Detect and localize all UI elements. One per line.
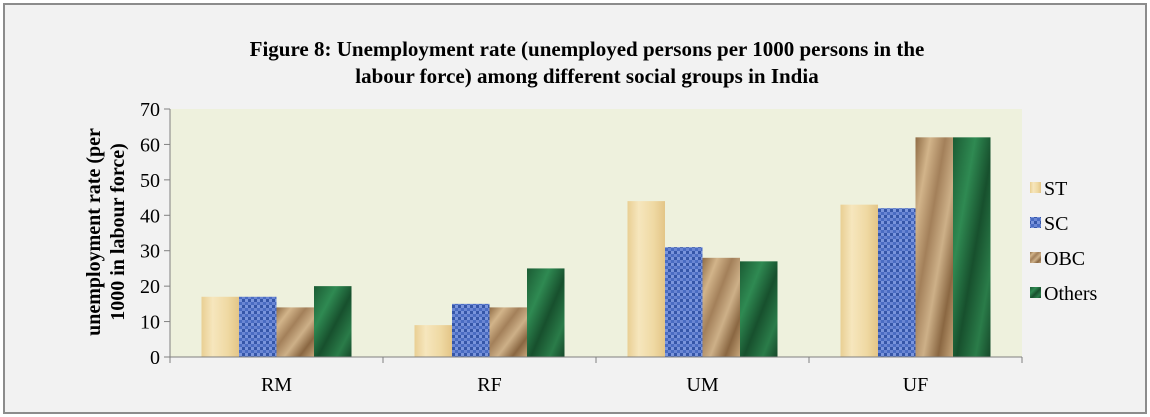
legend-label-st: ST (1044, 178, 1067, 200)
y-axis-ticks: 0 10 20 30 40 50 60 70 (140, 99, 170, 369)
legend-swatch-sc (1030, 217, 1041, 228)
x-axis-ticks: RM RF UM UF (169, 357, 1023, 396)
y-axis-label-line-2: 1000 in labour force) (107, 143, 129, 321)
bar-st-uf (840, 204, 878, 357)
y-axis-label: unemployment rate (per 1000 in labour fo… (83, 128, 129, 336)
bar-others-rm (314, 286, 352, 357)
x-tick-label-rm: RM (261, 374, 292, 396)
chart-container: Figure 8: Unemployment rate (unemployed … (3, 3, 1147, 414)
legend-label-others: Others (1044, 283, 1098, 305)
bar-others-um (740, 261, 778, 357)
legend-label-sc: SC (1044, 213, 1068, 235)
bar-obc-uf (915, 137, 953, 357)
legend-item-obc: OBC (1030, 248, 1085, 270)
bar-st-rf (414, 325, 452, 357)
y-tick-label: 30 (140, 241, 160, 263)
x-tick-label-rf: RF (477, 374, 501, 396)
x-tick-label-uf: UF (903, 374, 929, 396)
y-tick-label: 70 (140, 99, 160, 121)
bar-sc-rm (239, 296, 277, 357)
bar-obc-rm (276, 307, 314, 357)
legend-swatch-others (1030, 287, 1041, 298)
bar-sc-um (665, 247, 703, 357)
legend-item-others: Others (1030, 283, 1098, 305)
bar-sc-uf (878, 208, 916, 357)
chart-title-line-1: Figure 8: Unemployment rate (unemployed … (250, 37, 925, 61)
y-tick-label: 10 (140, 312, 160, 334)
y-tick-label: 60 (140, 134, 160, 156)
legend-label-obc: OBC (1044, 248, 1085, 270)
bar-others-uf (953, 137, 991, 357)
bar-st-um (627, 201, 665, 357)
bar-st-rm (201, 296, 239, 357)
bars (201, 137, 991, 357)
legend-item-st: ST (1030, 178, 1067, 200)
legend-swatch-st (1030, 182, 1041, 193)
legend-item-sc: SC (1030, 213, 1068, 235)
y-tick-label: 50 (140, 170, 160, 192)
chart-title-line-2: labour force) among different social gro… (355, 64, 819, 88)
chart-svg: Figure 8: Unemployment rate (unemployed … (83, 37, 1098, 396)
bar-obc-rf (489, 307, 527, 357)
y-tick-label: 20 (140, 276, 160, 298)
y-tick-label: 40 (140, 205, 160, 227)
legend: ST SC OBC Others (1030, 178, 1098, 305)
y-axis-label-line-1: unemployment rate (per (83, 128, 105, 336)
bar-others-rf (527, 268, 565, 357)
bar-sc-rf (452, 303, 490, 357)
bar-obc-um (702, 257, 740, 357)
y-tick-label: 0 (150, 347, 160, 369)
legend-swatch-obc (1030, 252, 1041, 263)
x-tick-label-um: UM (686, 374, 718, 396)
